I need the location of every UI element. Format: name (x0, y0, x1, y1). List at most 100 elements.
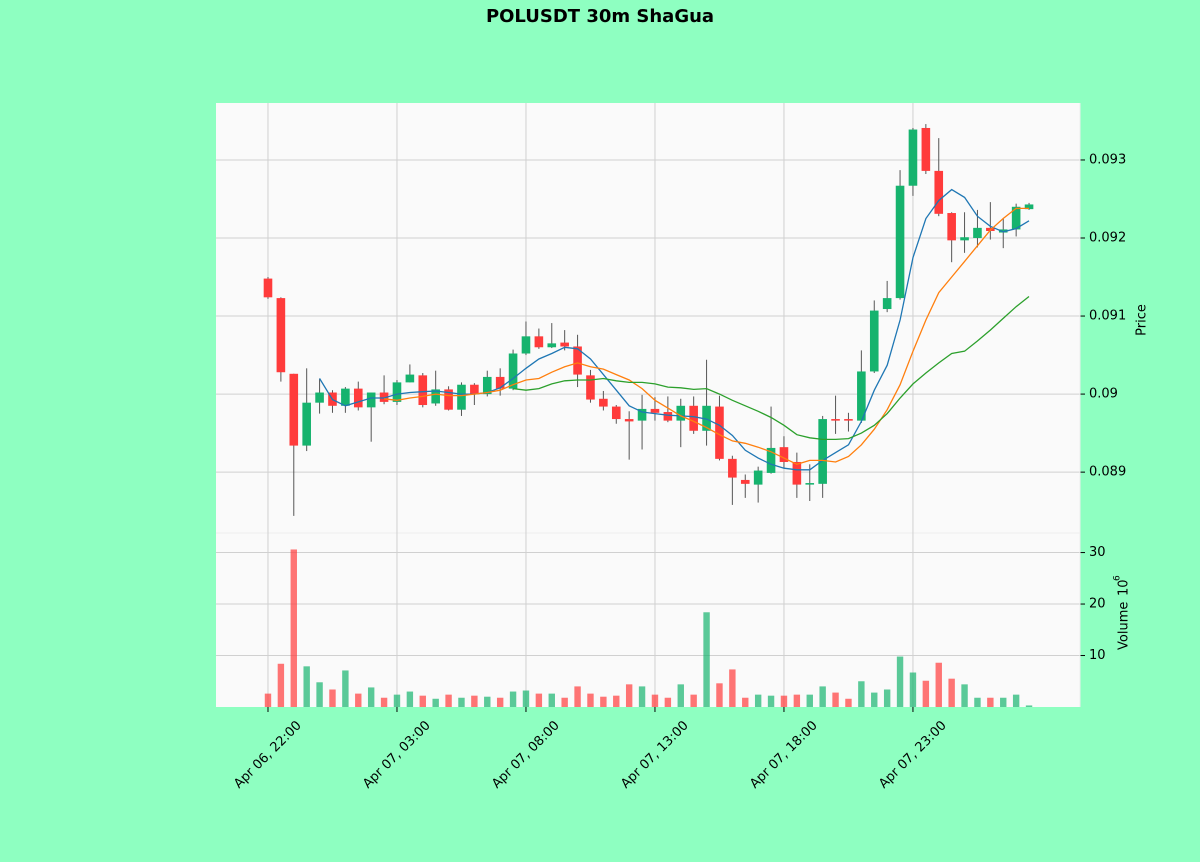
candle-body (1024, 204, 1034, 210)
volume-bar (767, 695, 775, 707)
volume-bar (561, 697, 568, 707)
volume-bar (819, 686, 826, 707)
candle-body (289, 373, 299, 446)
volume-bar (613, 695, 620, 707)
candle-body (818, 419, 827, 484)
y-tick-label: 0.089 (1089, 465, 1126, 480)
volume-bar (277, 663, 285, 707)
candle-body (431, 389, 440, 404)
candle-body (740, 479, 750, 484)
candle-body (611, 406, 621, 420)
x-tick-label: Apr 07, 03:00 (360, 718, 433, 791)
volume-label: Volume (1117, 602, 1132, 650)
volume-bar (458, 697, 465, 707)
candle-body (534, 336, 544, 348)
candle-body (276, 298, 286, 373)
moving-average-line (319, 188, 1030, 471)
volume-bar (393, 694, 401, 707)
candle-body (650, 408, 660, 413)
candle-body (353, 388, 363, 408)
candle-body (805, 483, 815, 485)
volume-bar (883, 689, 891, 707)
volume-bar (638, 686, 646, 707)
candle-body (831, 419, 840, 421)
volume-bar (987, 697, 994, 707)
candle-body (921, 127, 931, 171)
candle-body (715, 406, 724, 459)
volume-bar (303, 666, 310, 707)
volume-bar (419, 695, 426, 707)
y-tick-label: 0.092 (1089, 231, 1126, 246)
candle-body (482, 376, 492, 395)
volume-bar (316, 682, 323, 707)
volume-bar (922, 680, 930, 707)
candle-body (869, 310, 879, 372)
volume-bar (1025, 705, 1033, 707)
candle-body (470, 384, 479, 395)
volume-bar (974, 697, 981, 707)
volume-bar (574, 686, 581, 707)
candle-body (521, 336, 531, 354)
candle-body (315, 392, 324, 403)
candle-body (934, 170, 944, 214)
volume-scale-base: 10 (1117, 579, 1132, 596)
candle-body (1011, 206, 1021, 230)
chart-title: POLUSDT 30m ShaGua (486, 6, 714, 27)
candle-body (341, 388, 350, 406)
volume-axis-label: Volume 10 6 (1113, 575, 1132, 650)
candle-body (444, 389, 453, 410)
volume-bar (587, 693, 594, 707)
volume-bar (742, 697, 749, 707)
volume-bar (845, 698, 852, 707)
volume-tick-label: 10 (1089, 648, 1106, 663)
volume-bar (664, 697, 672, 707)
y-tick-label: 0.09 (1089, 387, 1118, 402)
volume-bar (858, 681, 865, 707)
moving-average-line (384, 207, 1029, 465)
volume-bar (1012, 694, 1020, 707)
volume-bar (329, 689, 336, 707)
volume-bar (677, 684, 684, 707)
volume-bar (961, 684, 968, 707)
candle-body (728, 458, 737, 478)
volume-bar (793, 694, 801, 707)
volume-bar (832, 692, 839, 707)
volume-tick-label: 30 (1089, 545, 1106, 560)
volume-bar (729, 669, 736, 707)
volume-tick-label: 20 (1089, 597, 1106, 612)
volume-bar (484, 696, 491, 707)
volume-bar (948, 678, 955, 707)
candle-body (844, 419, 853, 421)
candle-body (573, 346, 582, 375)
candle-body (366, 392, 376, 408)
candle-body (560, 342, 569, 347)
volume-bar (380, 697, 388, 707)
candle-body (457, 384, 466, 410)
volume-bar (509, 691, 517, 707)
x-tick-label: Apr 06, 22:00 (231, 718, 304, 791)
x-tick-label: Apr 07, 18:00 (747, 718, 820, 791)
moving-average-line (513, 295, 1030, 441)
x-tick-label: Apr 07, 08:00 (489, 718, 562, 791)
candle-body (586, 375, 595, 400)
volume-bar (264, 693, 272, 707)
volume-scale-exponent: 6 (1113, 575, 1123, 581)
volume-bar (342, 670, 349, 707)
candle-body (947, 213, 956, 241)
volume-bar (909, 672, 917, 707)
volume-bar (600, 696, 607, 707)
candle-body (779, 447, 789, 462)
candle-body (508, 353, 518, 389)
candle-body (960, 237, 969, 241)
volume-bar (367, 687, 375, 707)
candle-body (857, 371, 866, 421)
price-axis-label: Price (1135, 304, 1150, 336)
volume-bar (1000, 697, 1007, 707)
volume-bar (432, 698, 439, 707)
y-tick-label: 0.093 (1089, 152, 1126, 167)
candle-body (495, 376, 505, 389)
x-tick-label: Apr 07, 23:00 (876, 718, 949, 791)
candle-body (689, 405, 698, 431)
volume-bar (703, 612, 710, 707)
volume-bar (406, 691, 414, 707)
